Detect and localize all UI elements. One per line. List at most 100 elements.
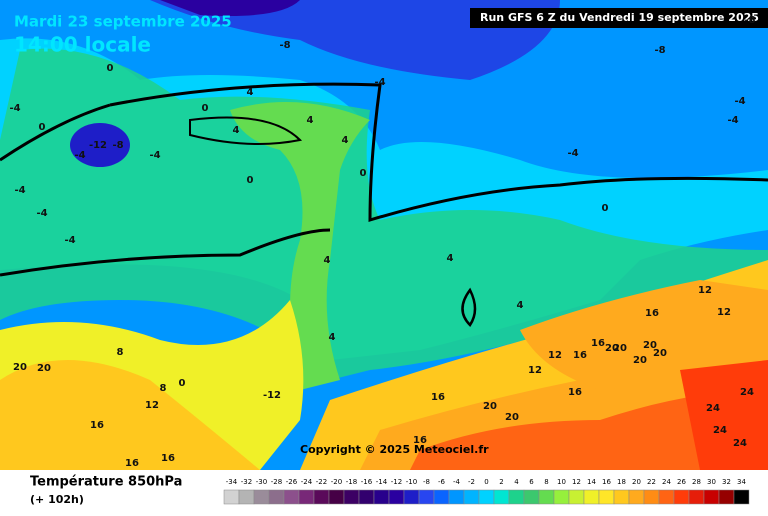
contour-label: 0	[360, 168, 367, 179]
date: Mardi 23 septembre 2025	[14, 13, 232, 31]
contour-label: 16	[125, 458, 139, 469]
legend-label: 18	[617, 478, 626, 486]
legend-swatch	[538, 489, 555, 505]
contour-label: -8	[744, 15, 755, 26]
contour-label: 24	[706, 403, 720, 414]
contour-label: 8	[117, 347, 124, 358]
legend-label: -26	[286, 478, 298, 486]
contour-label: 16	[90, 420, 104, 431]
legend-swatch	[433, 489, 450, 505]
contour-label: 20	[505, 412, 519, 423]
legend-swatch	[313, 489, 330, 505]
legend-label: 30	[707, 478, 716, 486]
legend-label: -32	[241, 478, 252, 486]
legend-swatch	[253, 489, 270, 505]
contour-label: 0	[202, 103, 209, 114]
contour-label: 24	[740, 387, 754, 398]
legend-label: 14	[587, 478, 596, 486]
legend-label: 10	[557, 478, 566, 486]
legend-label: 20	[632, 478, 641, 486]
contour-label: 4	[342, 135, 349, 146]
legend-label: -2	[468, 478, 475, 486]
legend-label: 32	[722, 478, 731, 486]
legend-swatch	[583, 489, 600, 505]
contour-label: 4	[329, 332, 336, 343]
contour-label: 20	[37, 363, 51, 374]
contour-label: 20	[643, 340, 657, 351]
contour-label: -4	[149, 150, 160, 161]
legend-label: -6	[438, 478, 446, 486]
legend-label: -12	[391, 478, 402, 486]
contour-label: 12	[528, 365, 542, 376]
legend-label: -16	[361, 478, 373, 486]
legend-label: -8	[423, 478, 430, 486]
legend-swatch	[358, 489, 375, 505]
legend-label: -34	[226, 478, 238, 486]
contour-label: -8	[279, 40, 290, 51]
contour-label: -4	[9, 103, 20, 114]
contour-label: 16	[568, 387, 582, 398]
copyright: Copyright © 2025 Meteociel.fr	[300, 443, 489, 456]
legend-label: 24	[662, 478, 671, 486]
legend-swatch	[418, 489, 435, 505]
contour-label: 0	[39, 122, 46, 133]
legend-swatch	[658, 489, 675, 505]
contour-label: -4	[567, 148, 578, 159]
contour-label: 16	[591, 338, 605, 349]
legend-swatch	[673, 489, 690, 505]
contour-label: -4	[727, 115, 738, 126]
contour-label: 20	[605, 343, 619, 354]
legend-swatch	[703, 489, 720, 505]
legend-swatch	[448, 489, 465, 505]
legend-label: -14	[376, 478, 388, 486]
contour-label: 20	[13, 362, 27, 373]
legend-label: 2	[499, 478, 503, 486]
contour-label: -12	[89, 140, 107, 151]
legend-swatch	[373, 489, 390, 505]
legend-swatch	[598, 489, 615, 505]
legend-swatch	[493, 489, 510, 505]
contour-label: -12	[263, 390, 281, 401]
time: 14:00 locale	[14, 33, 151, 57]
legend-swatch	[298, 489, 315, 505]
legend-swatch	[688, 489, 705, 505]
legend-swatch	[268, 489, 285, 505]
contour-label: 0	[107, 63, 114, 74]
contour-label: 20	[653, 348, 667, 359]
legend-swatch	[508, 489, 525, 505]
contour-label: -8	[112, 140, 123, 151]
legend-swatch	[628, 489, 645, 505]
legend-swatch	[613, 489, 630, 505]
legend-label: 26	[677, 478, 686, 486]
contour-label: 4	[233, 125, 240, 136]
contour-label: 12	[145, 400, 159, 411]
legend-label: -18	[346, 478, 357, 486]
contour-label: 0	[602, 203, 609, 214]
legend-label: -24	[301, 478, 313, 486]
run-banner	[470, 8, 768, 28]
footer-title: Température 850hPa	[30, 475, 182, 490]
contour-label: 0	[247, 175, 254, 186]
legend-label: -28	[271, 478, 282, 486]
contour-label: 4	[447, 253, 454, 264]
legend: -34 -32 -30 -28 -26 -24 -22 -20 -18 -16 -14 -12 -10-…	[223, 478, 750, 505]
contour-label: 12	[698, 285, 712, 296]
contour-label: 20	[633, 355, 647, 366]
footer-lead: (+ 102h)	[30, 493, 84, 506]
legend-label: -30	[256, 478, 267, 486]
legend-swatch	[523, 489, 540, 505]
contour-label: -4	[74, 150, 85, 161]
contour-label: 20	[483, 401, 497, 412]
legend-label: 6	[529, 478, 534, 486]
contour-label: 12	[548, 350, 562, 361]
contour-label: 16	[413, 435, 427, 446]
contour-label: -4	[64, 235, 75, 246]
contour-label: 24	[733, 438, 747, 449]
legend-label: 34	[737, 478, 746, 486]
legend-swatch	[568, 489, 585, 505]
legend-swatch	[643, 489, 660, 505]
legend-label: 16	[602, 478, 611, 486]
contour-label: 4	[307, 115, 314, 126]
contour-label: -8	[654, 45, 665, 56]
contour-label: 16	[431, 392, 445, 403]
